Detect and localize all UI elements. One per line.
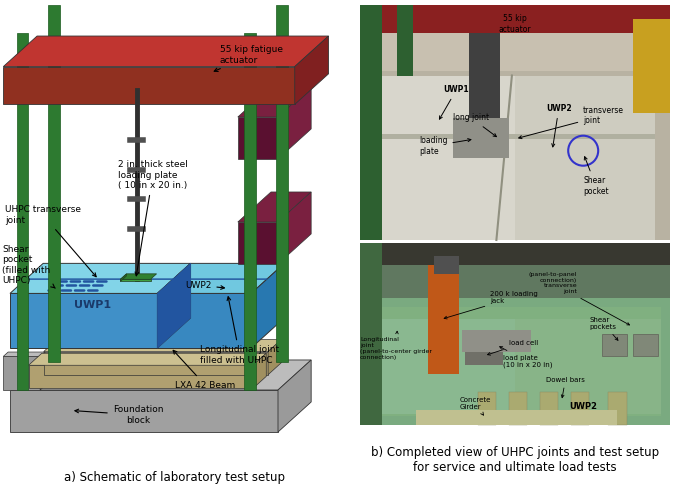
Bar [515, 320, 661, 414]
Polygon shape [268, 340, 281, 375]
Text: Longitudinal joint
filled with UHPC: Longitudinal joint filled with UHPC [200, 297, 279, 365]
Bar [360, 243, 670, 425]
Polygon shape [40, 352, 45, 390]
Bar [360, 243, 670, 265]
Bar [360, 5, 381, 240]
Bar [381, 76, 654, 240]
Bar [381, 134, 654, 139]
Text: transverse
joint: transverse joint [519, 106, 624, 138]
Polygon shape [238, 117, 278, 159]
Bar [478, 392, 496, 425]
Bar [571, 392, 589, 425]
Polygon shape [10, 294, 158, 348]
Polygon shape [121, 274, 156, 279]
Polygon shape [245, 33, 256, 390]
Bar [360, 5, 670, 240]
Bar [608, 392, 627, 425]
Polygon shape [158, 263, 191, 348]
Polygon shape [276, 4, 288, 361]
Polygon shape [295, 36, 328, 105]
Bar [416, 410, 617, 425]
Bar [462, 330, 530, 352]
Bar [540, 392, 558, 425]
Polygon shape [158, 294, 251, 348]
Polygon shape [173, 279, 268, 280]
Bar [633, 19, 670, 113]
Text: load cell: load cell [487, 340, 538, 355]
Text: loading
plate: loading plate [419, 136, 471, 156]
Bar [360, 298, 670, 425]
Text: UWP2: UWP2 [546, 104, 572, 147]
Polygon shape [278, 87, 311, 159]
Text: load plate
(10 in x 20 in): load plate (10 in x 20 in) [499, 347, 552, 368]
Bar [381, 307, 661, 416]
Polygon shape [158, 263, 284, 294]
Polygon shape [3, 67, 295, 105]
Text: UWP2: UWP2 [185, 280, 224, 290]
Bar [397, 5, 412, 169]
Text: 55 kip
actuator: 55 kip actuator [499, 14, 531, 34]
Text: Shear
pocket
(filled with
UHPC): Shear pocket (filled with UHPC) [2, 245, 55, 288]
Polygon shape [278, 192, 311, 264]
Polygon shape [17, 33, 28, 390]
Text: UWP2: UWP2 [570, 402, 597, 411]
Bar [453, 118, 509, 158]
Bar [381, 76, 515, 240]
Polygon shape [158, 263, 191, 348]
Polygon shape [238, 222, 278, 264]
Bar [360, 5, 670, 33]
Polygon shape [25, 279, 174, 280]
Polygon shape [238, 87, 311, 117]
Bar [360, 5, 670, 71]
Text: UHPC transverse
joint: UHPC transverse joint [5, 205, 96, 277]
Polygon shape [28, 353, 266, 365]
Text: Longitudinal
joint
(panel-to-center girder
connection): Longitudinal joint (panel-to-center gird… [360, 331, 432, 360]
Text: b) Completed view of UHPC joints and test setup
for service and ultimate load te: b) Completed view of UHPC joints and tes… [371, 446, 659, 474]
Text: a) Schematic of laboratory test setup: a) Schematic of laboratory test setup [65, 471, 286, 485]
Polygon shape [253, 353, 266, 388]
Polygon shape [48, 4, 60, 361]
Polygon shape [10, 390, 278, 432]
Polygon shape [10, 360, 311, 390]
Text: UWP1: UWP1 [73, 300, 111, 310]
Bar [509, 392, 527, 425]
Bar [360, 243, 381, 425]
Bar [435, 256, 459, 274]
Text: 2 in. thick steel
loading plate
( 10 in x 20 in.): 2 in. thick steel loading plate ( 10 in … [118, 160, 188, 276]
Polygon shape [251, 263, 284, 348]
Polygon shape [278, 360, 311, 432]
Text: (panel-to-panel
connection)
transverse
joint: (panel-to-panel connection) transverse j… [528, 272, 630, 325]
Text: UWP1: UWP1 [439, 85, 469, 119]
Polygon shape [44, 352, 268, 375]
Polygon shape [121, 279, 150, 281]
Polygon shape [238, 192, 311, 222]
Polygon shape [10, 263, 191, 294]
Text: Shear
pocket: Shear pocket [583, 157, 609, 195]
Bar [381, 320, 515, 414]
Bar [468, 33, 499, 118]
Bar [602, 334, 627, 356]
Text: Dowel bars: Dowel bars [546, 377, 585, 398]
Text: Foundation
block: Foundation block [75, 405, 163, 425]
Text: Concrete
Girder: Concrete Girder [459, 397, 491, 415]
Polygon shape [3, 352, 45, 356]
Text: Shear
pockets: Shear pockets [589, 317, 618, 340]
Polygon shape [3, 36, 328, 67]
Text: LXA 42 Beam: LXA 42 Beam [173, 350, 235, 389]
Text: 55 kip fatigue
actuator: 55 kip fatigue actuator [214, 45, 283, 72]
Text: long joint: long joint [453, 113, 497, 136]
Bar [633, 334, 658, 356]
Polygon shape [44, 340, 281, 352]
Polygon shape [121, 274, 127, 281]
Polygon shape [28, 365, 253, 388]
Bar [466, 349, 503, 365]
Bar [428, 265, 459, 374]
Polygon shape [3, 356, 40, 390]
Text: 200 k loading
jack: 200 k loading jack [444, 291, 538, 319]
